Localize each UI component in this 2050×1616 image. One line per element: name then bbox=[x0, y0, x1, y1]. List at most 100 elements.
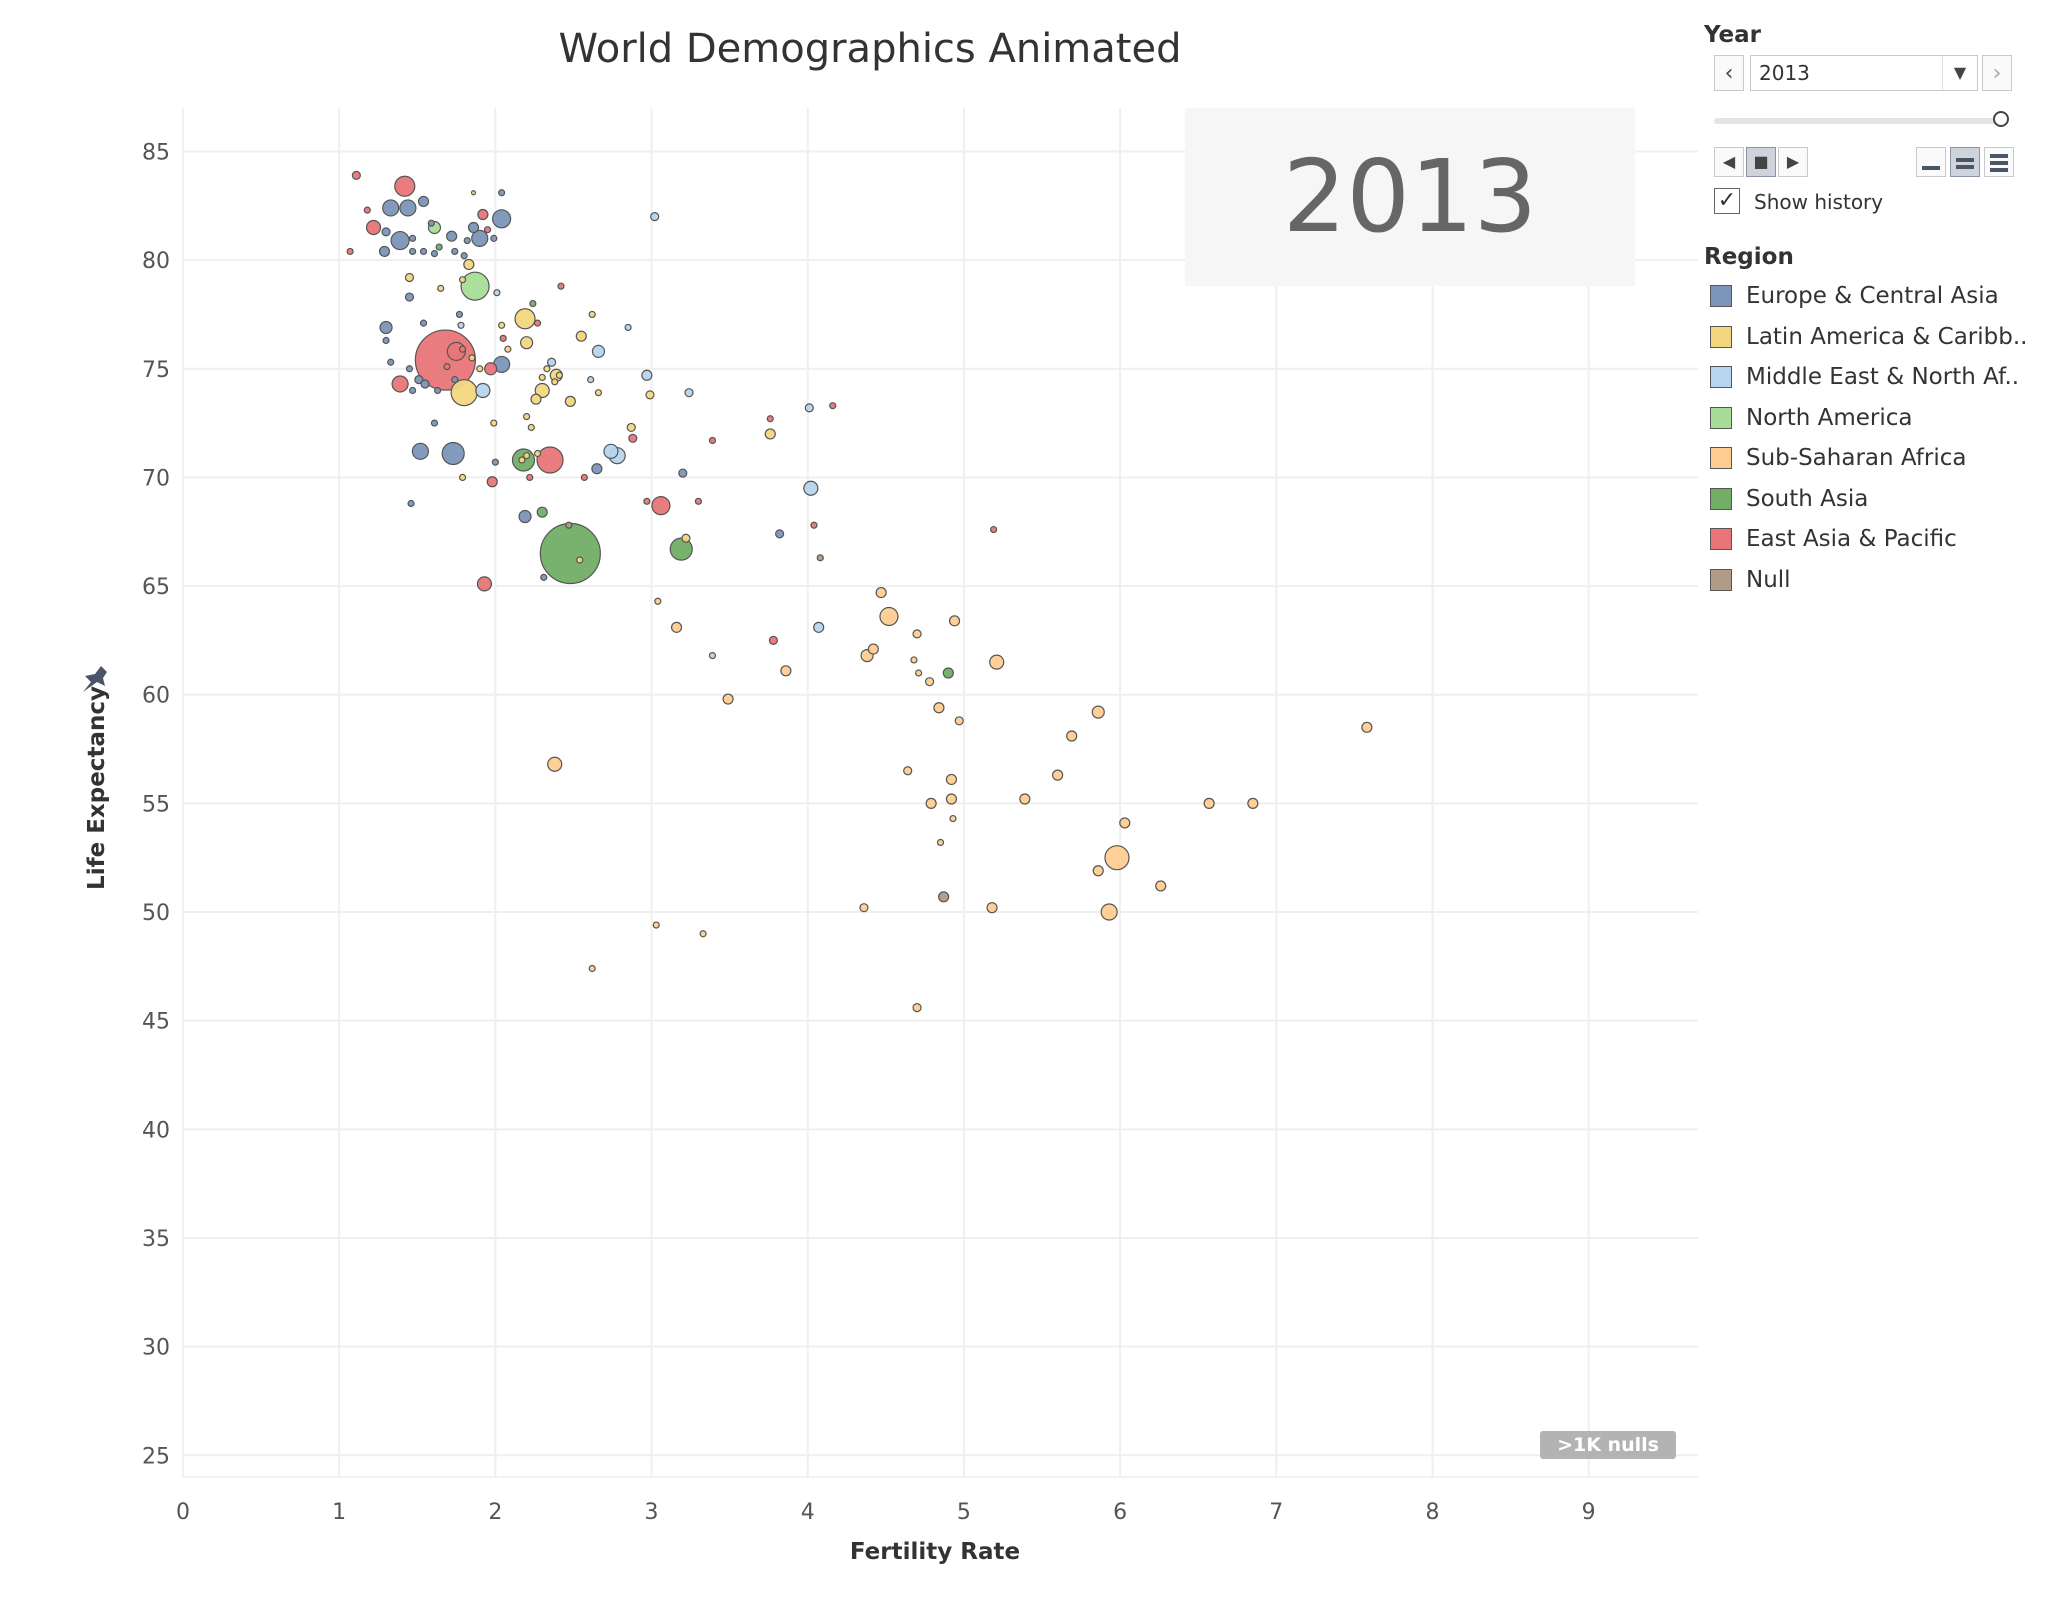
data-point[interactable] bbox=[408, 386, 417, 395]
data-point[interactable] bbox=[547, 756, 563, 772]
data-point[interactable] bbox=[912, 629, 922, 639]
data-point[interactable] bbox=[641, 369, 653, 381]
data-point[interactable] bbox=[533, 449, 542, 458]
data-point[interactable] bbox=[533, 319, 542, 327]
data-point[interactable] bbox=[810, 521, 818, 529]
data-point[interactable] bbox=[523, 412, 531, 421]
data-point[interactable] bbox=[520, 336, 534, 350]
data-point[interactable] bbox=[514, 308, 536, 330]
data-point[interactable] bbox=[867, 643, 879, 655]
data-point[interactable] bbox=[419, 247, 428, 256]
data-point[interactable] bbox=[1247, 797, 1259, 809]
data-point[interactable] bbox=[879, 606, 899, 627]
data-point[interactable] bbox=[942, 667, 954, 679]
data-point[interactable] bbox=[540, 573, 548, 581]
year-dropdown[interactable]: 2013 ▼ bbox=[1750, 55, 1978, 91]
data-point[interactable] bbox=[708, 436, 717, 445]
stop-button[interactable]: ■ bbox=[1746, 147, 1776, 177]
data-point[interactable] bbox=[443, 362, 451, 371]
data-point[interactable] bbox=[387, 358, 395, 366]
data-point[interactable] bbox=[378, 245, 391, 258]
data-point[interactable] bbox=[468, 354, 476, 362]
data-point[interactable] bbox=[539, 522, 601, 585]
data-point[interactable] bbox=[903, 766, 913, 776]
data-point[interactable] bbox=[379, 320, 393, 335]
data-point[interactable] bbox=[365, 219, 382, 236]
data-point[interactable] bbox=[924, 677, 935, 687]
year-slider[interactable] bbox=[1714, 118, 2004, 124]
data-point[interactable] bbox=[538, 373, 546, 382]
data-point[interactable] bbox=[645, 390, 655, 400]
data-point[interactable] bbox=[441, 441, 465, 466]
data-point[interactable] bbox=[588, 964, 596, 973]
data-point[interactable] bbox=[990, 525, 998, 534]
pin-icon[interactable] bbox=[83, 666, 107, 692]
chevron-down-icon[interactable]: ▼ bbox=[1942, 56, 1977, 90]
data-point[interactable] bbox=[463, 236, 471, 245]
data-point[interactable] bbox=[394, 175, 416, 197]
data-point[interactable] bbox=[536, 446, 564, 474]
data-point[interactable] bbox=[536, 506, 548, 518]
data-point[interactable] bbox=[694, 497, 703, 505]
data-point[interactable] bbox=[475, 382, 491, 399]
data-point[interactable] bbox=[458, 345, 467, 353]
data-point[interactable] bbox=[363, 206, 371, 214]
year-prev-button[interactable]: ‹ bbox=[1714, 55, 1744, 91]
data-point[interactable] bbox=[463, 258, 475, 271]
data-point[interactable] bbox=[430, 249, 439, 258]
data-point[interactable] bbox=[346, 247, 354, 256]
nulls-indicator[interactable]: >1K nulls bbox=[1540, 1431, 1676, 1459]
data-point[interactable] bbox=[591, 463, 603, 475]
data-point[interactable] bbox=[391, 375, 409, 393]
data-point[interactable] bbox=[557, 282, 565, 290]
data-point[interactable] bbox=[591, 344, 606, 358]
data-point[interactable] bbox=[628, 433, 638, 443]
data-point[interactable] bbox=[938, 891, 950, 903]
data-point[interactable] bbox=[530, 393, 542, 405]
data-point[interactable] bbox=[626, 422, 636, 433]
data-point[interactable] bbox=[437, 284, 445, 292]
data-point[interactable] bbox=[1100, 903, 1118, 921]
data-point[interactable] bbox=[490, 419, 498, 427]
data-point[interactable] bbox=[651, 496, 671, 516]
data-point[interactable] bbox=[427, 219, 435, 227]
show-history-checkbox[interactable]: ✓ bbox=[1714, 188, 1740, 214]
data-point[interactable] bbox=[470, 190, 477, 196]
data-point[interactable] bbox=[477, 208, 489, 221]
data-point[interactable] bbox=[945, 793, 958, 805]
data-point[interactable] bbox=[948, 615, 961, 627]
data-point[interactable] bbox=[643, 497, 651, 505]
data-point[interactable] bbox=[1019, 793, 1031, 805]
data-point[interactable] bbox=[1361, 721, 1373, 733]
data-point[interactable] bbox=[804, 403, 814, 413]
data-point[interactable] bbox=[1091, 705, 1105, 719]
data-point[interactable] bbox=[1052, 769, 1064, 781]
data-point[interactable] bbox=[954, 716, 964, 726]
data-point[interactable] bbox=[587, 376, 595, 384]
data-point[interactable] bbox=[933, 702, 945, 714]
data-point[interactable] bbox=[451, 376, 459, 384]
data-point[interactable] bbox=[435, 243, 443, 251]
data-point[interactable] bbox=[518, 509, 532, 524]
data-point[interactable] bbox=[417, 195, 430, 208]
data-point[interactable] bbox=[1066, 730, 1078, 742]
data-point[interactable] bbox=[565, 521, 573, 529]
data-point[interactable] bbox=[460, 271, 490, 301]
data-point[interactable] bbox=[467, 221, 480, 234]
data-point[interactable] bbox=[912, 1003, 922, 1013]
data-point[interactable] bbox=[476, 576, 493, 592]
data-point[interactable] bbox=[504, 345, 512, 353]
data-point[interactable] bbox=[420, 379, 430, 389]
data-point[interactable] bbox=[491, 458, 499, 466]
data-point[interactable] bbox=[529, 299, 537, 308]
data-point[interactable] bbox=[411, 442, 430, 460]
data-point[interactable] bbox=[949, 814, 957, 823]
data-point[interactable] bbox=[670, 621, 683, 633]
data-point[interactable] bbox=[404, 272, 415, 283]
data-point[interactable] bbox=[486, 476, 498, 488]
data-point[interactable] bbox=[989, 654, 1005, 670]
data-point[interactable] bbox=[813, 621, 825, 633]
data-point[interactable] bbox=[945, 773, 958, 786]
data-point[interactable] bbox=[483, 226, 492, 234]
data-point[interactable] bbox=[678, 468, 688, 478]
